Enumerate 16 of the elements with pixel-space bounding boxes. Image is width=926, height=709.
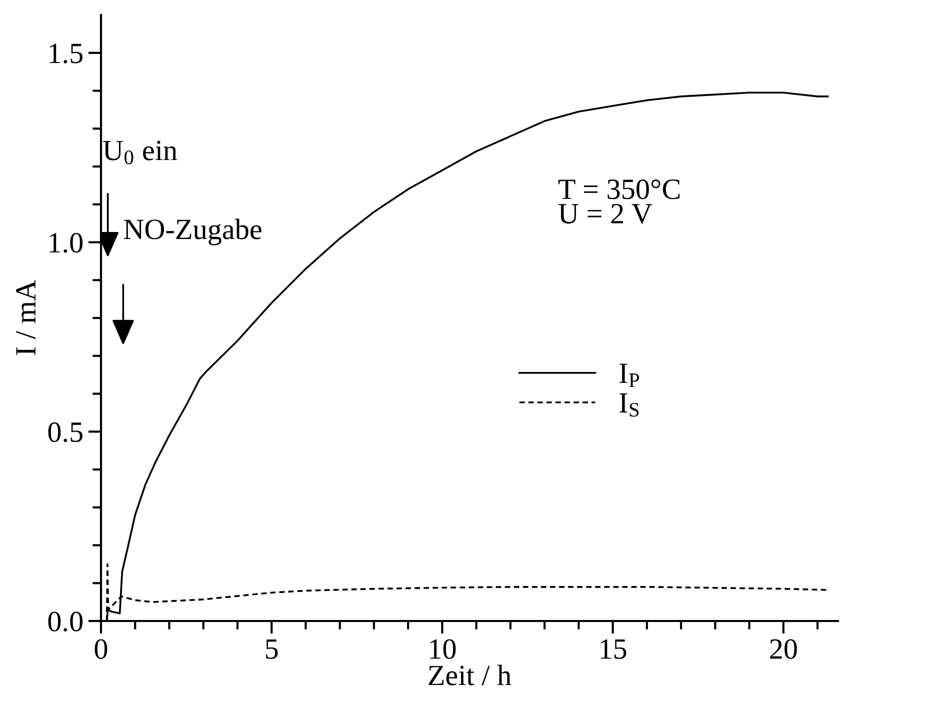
legend-label: I$_{S}$	[620, 393, 639, 417]
y-axis-title: I / mA	[16, 280, 36, 356]
y-tick-label: 0.5	[48, 422, 82, 442]
legend-label: I$_{P}$	[620, 364, 640, 387]
x-axis-title: Zeit / h	[428, 664, 512, 686]
x-tick-label: 10	[430, 639, 456, 659]
y-tick-label: 1.5	[50, 44, 82, 64]
annotation: T = 350°C U = 2 V	[558, 179, 680, 224]
x-tick-label: 15	[600, 639, 626, 659]
annotation: NO-Zugabe	[124, 218, 262, 246]
y-tick-label: 1.0	[50, 232, 83, 253]
x-tick-label: 0	[94, 639, 108, 659]
y-tick-label: 0.0	[48, 612, 83, 632]
annotation: U$_{0}$ ein	[103, 140, 178, 164]
x-tick-label: 20	[770, 639, 797, 659]
x-tick-label: 5	[266, 640, 278, 659]
